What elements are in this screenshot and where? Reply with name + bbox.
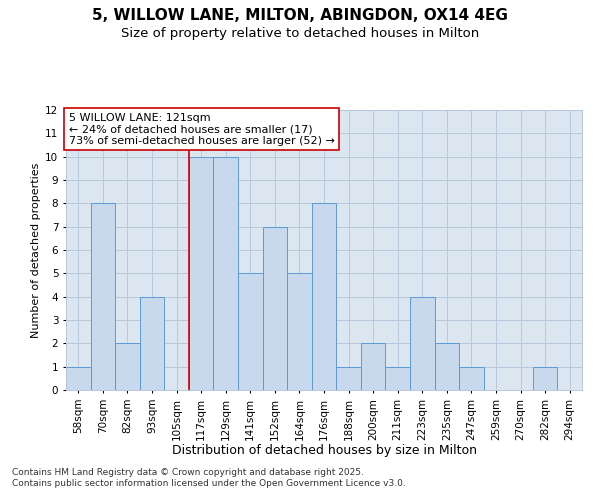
Bar <box>263 226 287 390</box>
Text: Size of property relative to detached houses in Milton: Size of property relative to detached ho… <box>121 28 479 40</box>
Bar <box>189 156 214 390</box>
Bar <box>287 274 312 390</box>
Bar <box>115 344 140 390</box>
Text: 5, WILLOW LANE, MILTON, ABINGDON, OX14 4EG: 5, WILLOW LANE, MILTON, ABINGDON, OX14 4… <box>92 8 508 22</box>
Bar <box>385 366 410 390</box>
Text: Contains HM Land Registry data © Crown copyright and database right 2025.
Contai: Contains HM Land Registry data © Crown c… <box>12 468 406 487</box>
Y-axis label: Number of detached properties: Number of detached properties <box>31 162 41 338</box>
Text: 5 WILLOW LANE: 121sqm
← 24% of detached houses are smaller (17)
73% of semi-deta: 5 WILLOW LANE: 121sqm ← 24% of detached … <box>68 113 334 146</box>
Bar <box>238 274 263 390</box>
X-axis label: Distribution of detached houses by size in Milton: Distribution of detached houses by size … <box>172 444 476 457</box>
Bar <box>361 344 385 390</box>
Bar <box>336 366 361 390</box>
Bar <box>140 296 164 390</box>
Bar <box>214 156 238 390</box>
Bar <box>434 344 459 390</box>
Bar <box>312 204 336 390</box>
Bar <box>533 366 557 390</box>
Bar <box>91 204 115 390</box>
Bar <box>410 296 434 390</box>
Bar <box>66 366 91 390</box>
Bar <box>459 366 484 390</box>
